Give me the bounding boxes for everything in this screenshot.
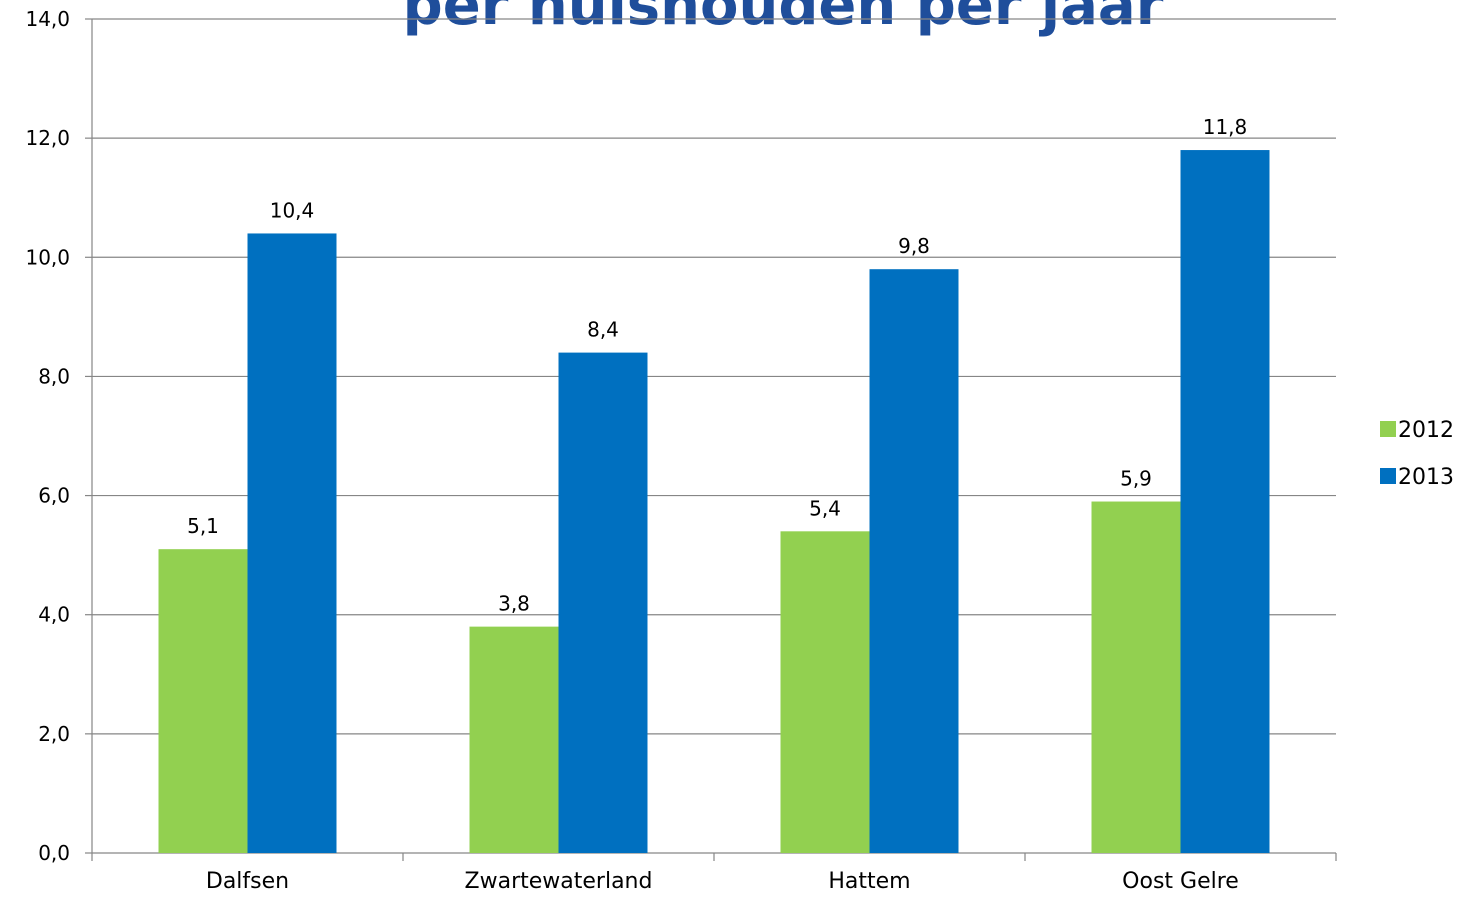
y-tick-label: 6,0	[38, 484, 70, 508]
axes: 0,0 2,0 4,0 6,0 8,0 10,0 12,0 14,0 Dalfsen Zwarte…	[25, 7, 1337, 894]
legend-swatch-2013	[1380, 468, 1396, 484]
bar-2013	[558, 352, 648, 853]
data-label: 9,8	[898, 234, 930, 258]
data-label: 3,8	[498, 592, 530, 616]
data-label: 5,4	[809, 496, 841, 520]
y-tick-label: 12,0	[25, 126, 70, 150]
x-tick-label: Oost Gelre	[1122, 869, 1239, 894]
legend-label: 2012	[1398, 418, 1454, 443]
legend: 2012 2013	[1380, 418, 1454, 490]
y-tick-label: 14,0	[25, 7, 70, 31]
bar-2012	[158, 549, 248, 853]
y-tick-label: 4,0	[38, 603, 70, 627]
legend-label: 2013	[1398, 465, 1454, 490]
data-label: 5,9	[1120, 467, 1152, 491]
data-labels: 5,1 10,4 3,8 8,4 5,4 9,8 5,9 11,8	[187, 115, 1247, 616]
data-label: 8,4	[587, 318, 619, 342]
legend-swatch-2012	[1380, 421, 1396, 437]
data-label: 11,8	[1203, 115, 1248, 139]
bar-2013	[247, 233, 337, 853]
y-tick-label: 10,0	[25, 245, 70, 269]
bar-2013	[869, 269, 959, 853]
bar-2013	[1180, 150, 1270, 854]
bar-2012	[469, 626, 559, 853]
x-tick-label: Dalfsen	[206, 869, 289, 894]
bar-2012	[780, 531, 870, 853]
bars	[158, 150, 1270, 854]
bar-2012	[1091, 501, 1181, 853]
data-label: 10,4	[270, 198, 315, 222]
x-tick-label: Zwartewaterland	[465, 869, 653, 894]
x-tick-label: Hattem	[828, 869, 910, 894]
y-tick-label: 2,0	[38, 722, 70, 746]
y-tick-label: 8,0	[38, 364, 70, 388]
y-tick-label: 0,0	[38, 841, 70, 865]
data-label: 5,1	[187, 514, 219, 538]
